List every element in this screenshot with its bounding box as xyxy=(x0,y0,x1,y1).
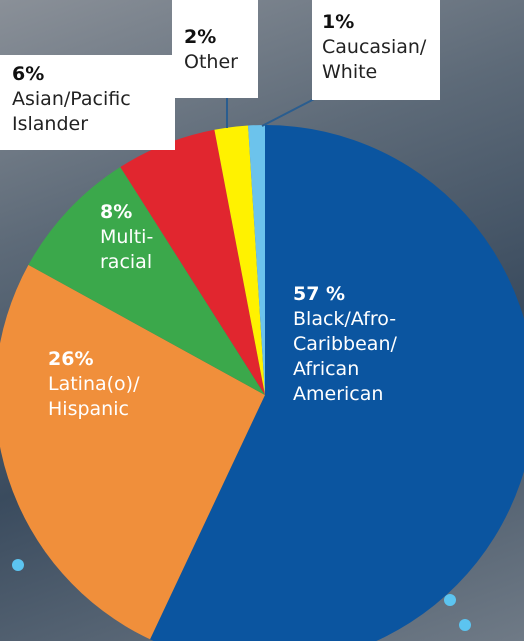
slice-label: 2%Other xyxy=(184,25,238,75)
category-label: Black/Afro- Caribbean/ African American xyxy=(293,308,397,405)
category-label: Caucasian/ White xyxy=(322,36,426,83)
category-label: Multi- racial xyxy=(100,226,153,273)
category-label: Asian/Pacific Islander xyxy=(12,88,131,135)
slice-label: 1%Caucasian/ White xyxy=(322,10,426,85)
slice-label: 57 %Black/Afro- Caribbean/ African Ameri… xyxy=(293,282,397,407)
page: (() => { const data = JSON.parse(documen… xyxy=(0,0,524,641)
slice-label: 8%Multi- racial xyxy=(100,200,153,275)
category-label: Other xyxy=(184,51,238,73)
value-label: 57 % xyxy=(293,282,397,307)
value-label: 6% xyxy=(12,62,131,87)
value-label: 1% xyxy=(322,10,426,35)
leader-line xyxy=(262,96,320,126)
category-label: Latina(o)/ Hispanic xyxy=(48,373,140,420)
value-label: 8% xyxy=(100,200,153,225)
slice-label: 26%Latina(o)/ Hispanic xyxy=(48,347,140,422)
value-label: 2% xyxy=(184,25,238,50)
value-label: 26% xyxy=(48,347,140,372)
slice-label: 6%Asian/Pacific Islander xyxy=(12,62,131,137)
